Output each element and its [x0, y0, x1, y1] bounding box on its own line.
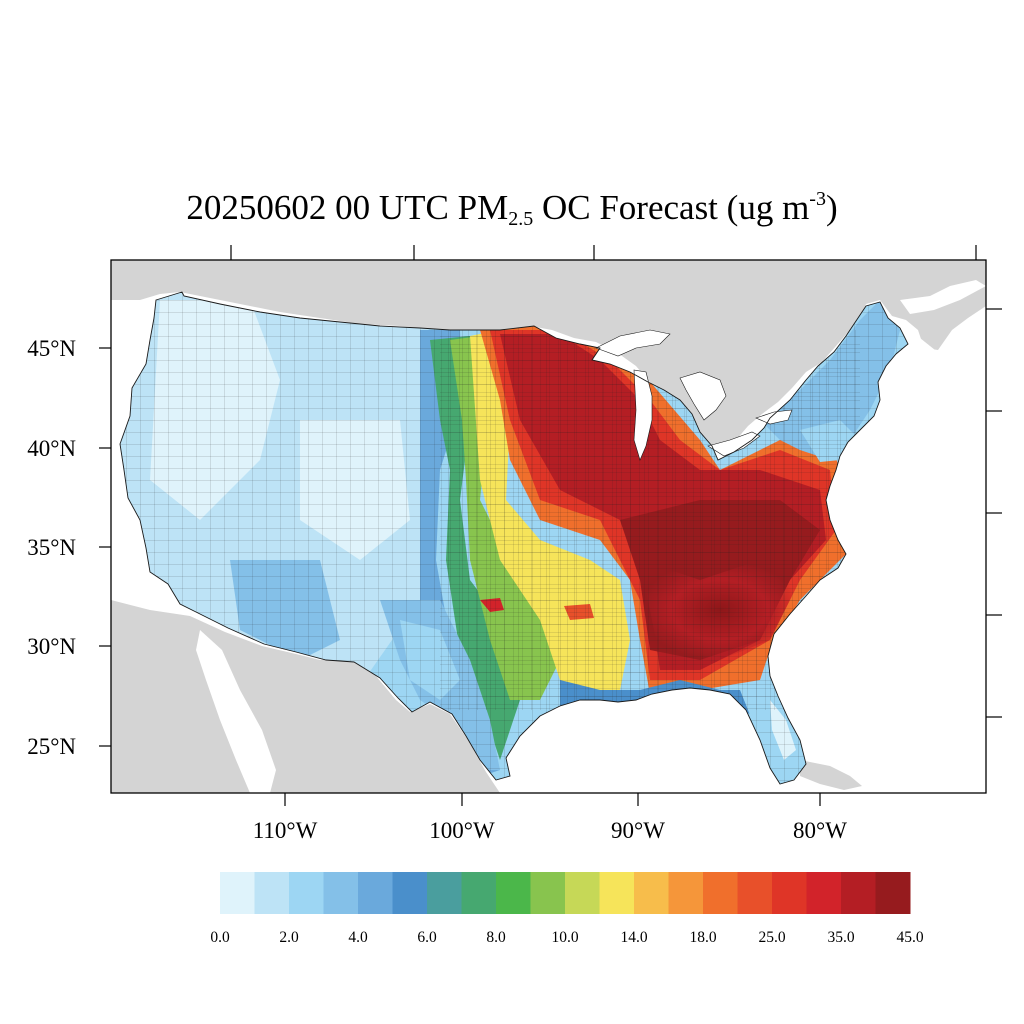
title-end: ) [825, 188, 838, 227]
lat-label: 40°N [27, 436, 76, 461]
cuba-land [800, 760, 862, 790]
canada-land [111, 260, 986, 452]
colorbar-swatch [461, 872, 497, 914]
colorbar-label: 18.0 [689, 929, 716, 946]
title-subscript: 2.5 [508, 208, 534, 230]
colorbar: 0.0 2.0 4.0 6.0 8.0 10.0 14.0 18.0 25.0 35.0 45.0 [210, 872, 924, 946]
colorbar-swatch [427, 872, 462, 914]
colorbar-label: 35.0 [827, 929, 854, 946]
colorbar-swatch [496, 872, 531, 914]
colorbar-swatch [772, 872, 807, 914]
colorbar-swatch [841, 872, 876, 914]
us-outline [119, 291, 909, 785]
colorbar-label: 10.0 [551, 929, 578, 946]
colorbar-swatch [737, 872, 773, 914]
lake-superior [595, 329, 671, 357]
great-lakes [595, 329, 793, 461]
map-title: 20250602 00 UTC PM2.5 OC Forecast (ug m-… [0, 186, 1024, 230]
colorbar-swatch [668, 872, 704, 914]
map-axis-labels: 45°N 40°N 35°N 30°N 25°N 110°W 100°W 90°W 80°W [27, 336, 847, 843]
lon-label: 110°W [253, 818, 318, 843]
map-area [111, 260, 986, 793]
colorbar-swatch [392, 872, 428, 914]
colorbar-swatch [875, 872, 911, 914]
title-main: 20250602 00 UTC PM [186, 188, 509, 227]
colorbar-swatch [703, 872, 738, 914]
colorbar-label: 14.0 [620, 929, 647, 946]
colorbar-label: 45.0 [896, 929, 923, 946]
lake-erie [707, 431, 761, 457]
colorbar-label: 0.0 [210, 929, 230, 946]
colorbar-swatch [599, 872, 635, 914]
colorbar-label: 2.0 [279, 929, 299, 946]
colorbar-swatch [323, 872, 359, 914]
colorbar-swatch [358, 872, 393, 914]
lon-label: 80°W [793, 818, 847, 843]
colorbar-swatch [254, 872, 290, 914]
colorbar-swatch [530, 872, 566, 914]
lat-label: 25°N [27, 734, 76, 759]
colorbar-label: 8.0 [486, 929, 506, 946]
colorbar-label: 4.0 [348, 929, 368, 946]
non-us-land [111, 260, 986, 793]
colorbar-swatch [806, 872, 842, 914]
colorbar-label: 6.0 [417, 929, 437, 946]
lake-huron [679, 371, 727, 421]
title-mid: OC Forecast (ug m [533, 188, 810, 227]
lon-label: 100°W [429, 818, 495, 843]
lake-michigan [633, 369, 653, 461]
map-axis-ticks [99, 245, 1002, 806]
colorbar-label: 25.0 [758, 929, 785, 946]
colorbar-swatch [565, 872, 600, 914]
lon-label: 90°W [611, 818, 665, 843]
map-frame [110, 259, 987, 794]
colorbar-swatch [289, 872, 324, 914]
lat-label: 30°N [27, 634, 76, 659]
colorbar-swatch [634, 872, 669, 914]
lat-label: 45°N [27, 336, 76, 361]
colorbar-swatch [220, 872, 255, 914]
lake-ontario [755, 409, 793, 425]
lat-label: 35°N [27, 535, 76, 560]
title-superscript: -3 [809, 188, 826, 210]
